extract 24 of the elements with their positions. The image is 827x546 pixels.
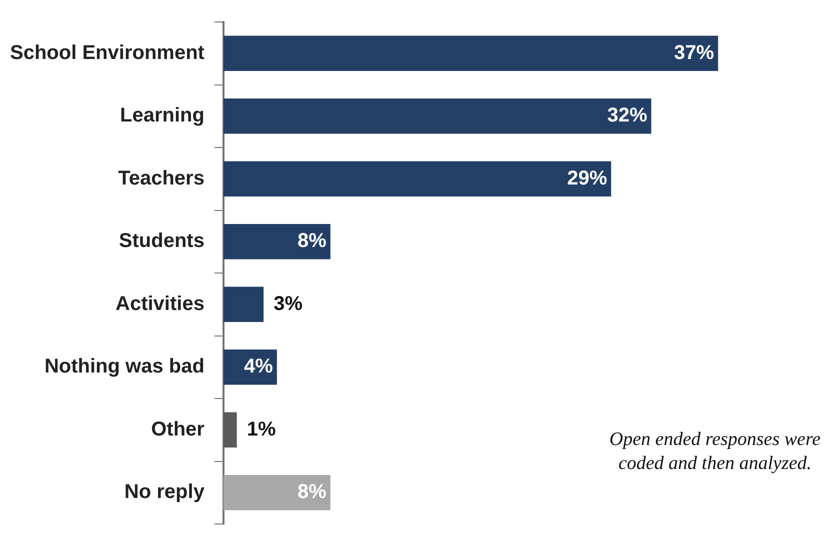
data-label: 8%: [298, 481, 327, 504]
bar: [223, 98, 652, 134]
bar: [223, 224, 330, 260]
y-tick-label: School Environment: [10, 42, 205, 64]
data-label: 8%: [298, 230, 327, 252]
y-tick-label: Learning: [120, 104, 204, 127]
data-label: 29%: [567, 167, 608, 190]
bar: [223, 412, 237, 448]
bar: [223, 36, 718, 71]
bar: [223, 161, 612, 196]
data-label: 37%: [674, 42, 714, 64]
y-tick-label: Other: [151, 418, 205, 440]
y-tick-label: Teachers: [118, 167, 204, 190]
data-label: 1%: [246, 418, 276, 440]
data-label: 32%: [607, 104, 648, 127]
y-tick-label: No reply: [124, 481, 206, 504]
y-tick-label: Nothing was bad: [44, 356, 204, 378]
bar: [223, 286, 264, 322]
annotation: Open ended responses were coded and then analyzed.: [608, 428, 822, 476]
y-tick-label: Activities: [116, 292, 204, 315]
data-label: 4%: [244, 356, 274, 378]
y-tick-label: Students: [118, 230, 204, 252]
data-label: 3%: [274, 292, 303, 315]
bar: [223, 475, 330, 510]
